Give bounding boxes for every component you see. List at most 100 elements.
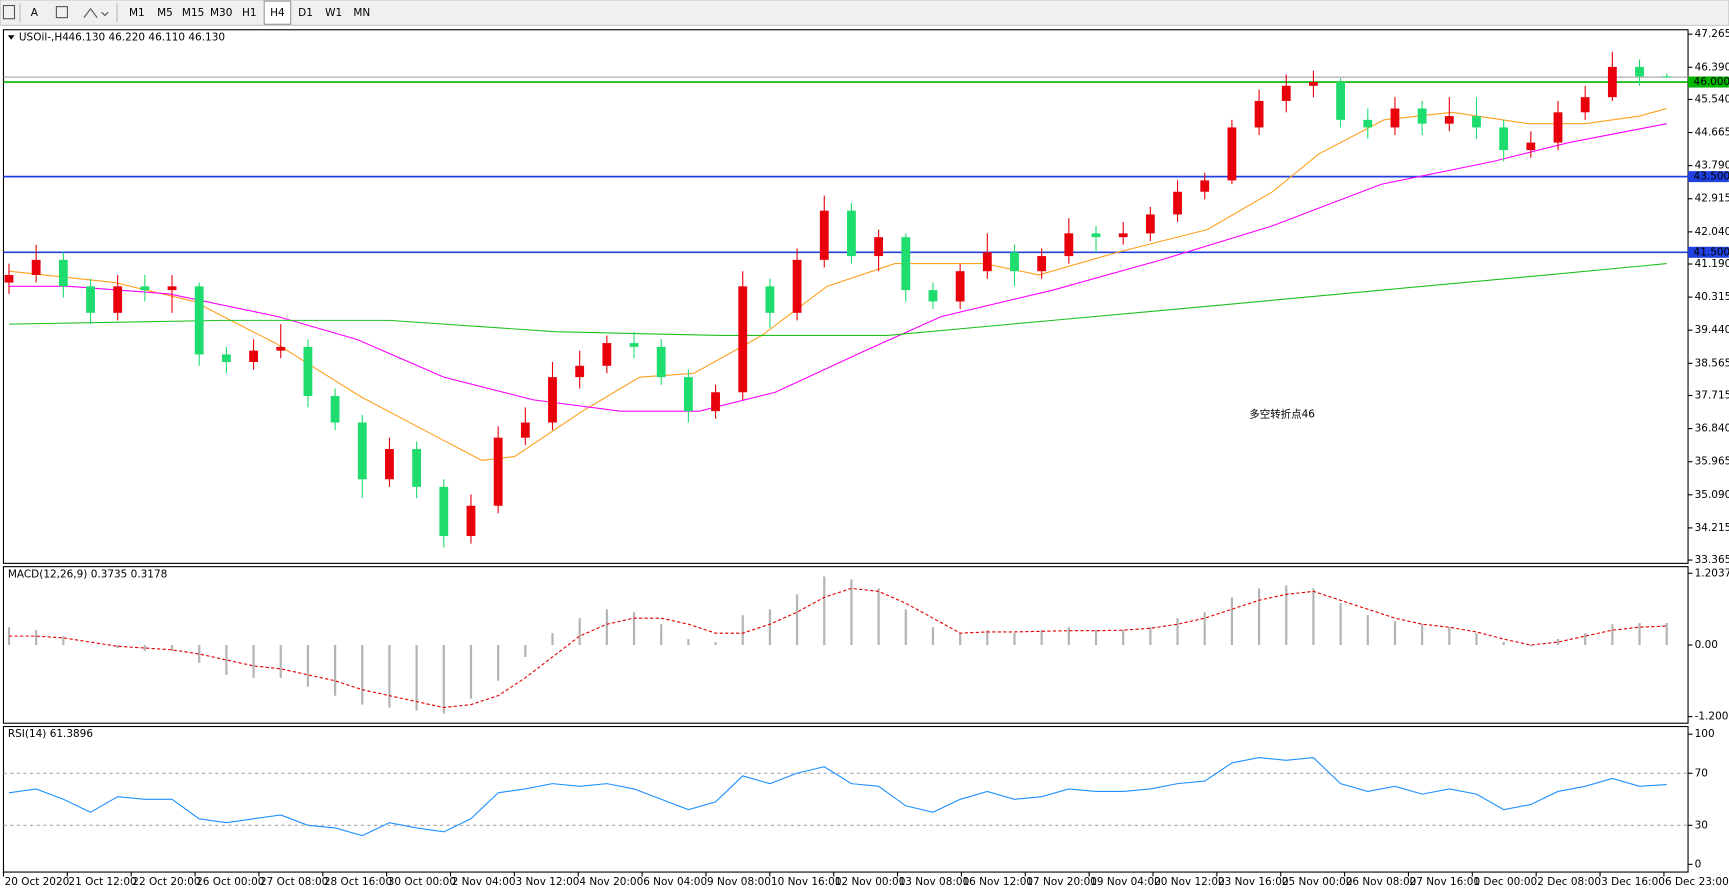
macd-bar xyxy=(823,576,826,646)
level-tag xyxy=(1688,171,1729,183)
macd-bar xyxy=(497,645,500,681)
tool-button[interactable]: A xyxy=(31,7,39,19)
y-tick-label: 34.215 xyxy=(1695,522,1729,534)
candle-body xyxy=(1064,233,1074,257)
candle-body xyxy=(194,286,204,355)
candle-body xyxy=(303,346,313,397)
candle-body xyxy=(1499,127,1509,151)
candle-body xyxy=(901,237,911,291)
x-tick-label: 20 Nov 12:00 xyxy=(1154,876,1225,888)
x-tick-label: 6 Nov 04:00 xyxy=(643,876,707,888)
candle-body xyxy=(493,437,503,506)
macd-bar xyxy=(714,642,717,646)
x-tick-label: 13 Nov 08:00 xyxy=(899,876,970,888)
candle-body xyxy=(1037,256,1047,272)
x-tick-label: 16 Nov 12:00 xyxy=(963,876,1034,888)
macd-bar xyxy=(524,645,527,657)
candle-body xyxy=(1309,82,1318,86)
icon[interactable] xyxy=(83,7,109,18)
candle-body xyxy=(1173,191,1182,215)
indicator-title: MACD(12,26,9) 0.3735 0.3178 xyxy=(8,568,167,580)
moving-average xyxy=(8,263,1667,337)
candle-body xyxy=(58,259,68,287)
icon[interactable] xyxy=(2,4,16,20)
macd-bar xyxy=(605,609,608,646)
y-tick-label: 47.265 xyxy=(1695,28,1729,40)
candle-body xyxy=(792,259,802,313)
macd-bar xyxy=(333,645,337,696)
x-tick-label: 6 Dec 23:00 xyxy=(1665,876,1729,888)
timeframe-button[interactable]: W1 xyxy=(325,7,342,19)
candle-body xyxy=(167,286,177,291)
x-tick-label: 27 Oct 08:00 xyxy=(260,876,328,888)
candle-body xyxy=(249,350,258,362)
y-tick-label: 33.365 xyxy=(1695,554,1729,566)
macd-bar xyxy=(1529,645,1532,647)
macd-bar xyxy=(660,624,663,646)
macd-bar xyxy=(768,609,772,646)
candle-body xyxy=(466,505,476,537)
candle-body xyxy=(520,422,530,438)
timeframe-button[interactable]: H1 xyxy=(242,7,257,19)
candle-body xyxy=(765,286,775,313)
rsi-pane xyxy=(2,725,1689,873)
candle-body xyxy=(738,286,748,393)
candle-body xyxy=(1118,233,1128,238)
candle-body xyxy=(439,486,449,537)
candle-body xyxy=(1281,85,1291,101)
timeframe-button[interactable]: D1 xyxy=(298,7,313,19)
y-tick-label: 40.315 xyxy=(1695,291,1729,303)
macd-bar xyxy=(741,615,744,646)
macd-bar xyxy=(1203,612,1206,646)
timeframe-button[interactable]: H4 xyxy=(270,7,285,19)
level-label: 46.000 xyxy=(1694,76,1729,88)
candle-body xyxy=(1145,214,1155,234)
macd-bar xyxy=(850,579,853,646)
moving-average xyxy=(8,123,1667,412)
candle-body xyxy=(1091,233,1101,238)
x-tick-label: 28 Oct 16:00 xyxy=(324,876,392,888)
macd-bar xyxy=(795,594,799,646)
timeframe-button[interactable]: MN xyxy=(353,7,370,19)
macd-bar xyxy=(170,645,174,651)
y-tick-label: 42.040 xyxy=(1695,226,1729,238)
collapse-arrow[interactable] xyxy=(7,35,15,40)
candle-body xyxy=(86,286,95,313)
candle-body xyxy=(221,354,231,362)
x-tick-label: 27 Nov 16:00 xyxy=(1410,876,1481,888)
macd-bar xyxy=(1393,621,1397,646)
macd-bar xyxy=(959,633,962,646)
y-tick-label: 100 xyxy=(1695,728,1715,740)
y-tick-label: 35.090 xyxy=(1695,489,1729,501)
macd-bar xyxy=(252,645,255,678)
icon[interactable] xyxy=(55,6,68,19)
macd-bar xyxy=(1556,639,1560,646)
macd-bar xyxy=(1611,624,1614,646)
candle-body xyxy=(1200,180,1210,192)
x-tick-label: 26 Nov 08:00 xyxy=(1346,876,1417,888)
macd-bar xyxy=(931,627,935,646)
macd-bar xyxy=(415,645,418,711)
candle-body xyxy=(357,422,367,480)
candle-body xyxy=(982,252,992,272)
timeframe-button[interactable]: M1 xyxy=(129,7,145,19)
x-tick-label: 1 Dec 00:00 xyxy=(1473,876,1537,888)
x-tick-label: 20 Oct 2020 xyxy=(5,876,70,888)
y-tick-label: 0.00 xyxy=(1695,639,1718,651)
indicator-title: RSI(14) 61.3896 xyxy=(8,728,93,740)
rsi-line xyxy=(8,757,1667,837)
candle-body xyxy=(31,259,41,275)
macd-bar xyxy=(877,588,880,646)
timeframe-button[interactable]: M5 xyxy=(157,7,173,19)
timeframe-button[interactable]: M15 xyxy=(182,7,204,19)
candle-body xyxy=(1227,127,1237,181)
macd-bar xyxy=(225,645,228,675)
macd-bar xyxy=(1366,615,1369,646)
candle-body xyxy=(683,377,693,412)
timeframe-button[interactable]: M30 xyxy=(210,7,232,19)
macd-bar xyxy=(1149,627,1152,646)
candle-body xyxy=(955,271,965,302)
macd-bar xyxy=(578,618,581,646)
macd-bar xyxy=(904,609,907,646)
